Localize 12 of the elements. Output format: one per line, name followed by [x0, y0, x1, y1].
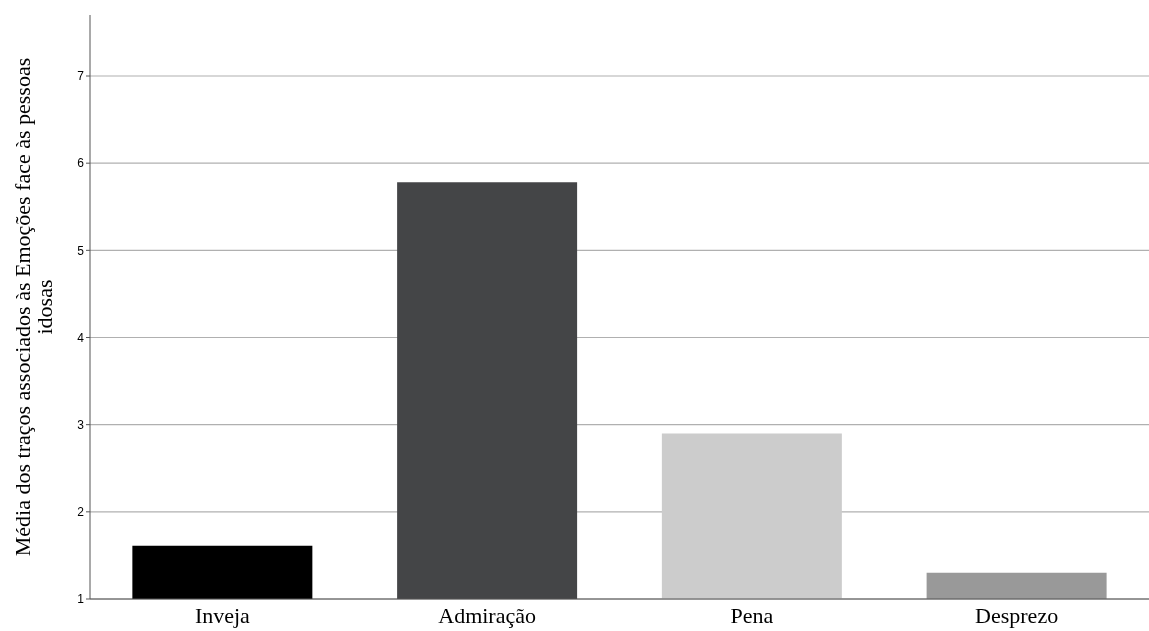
x-tick-label: Desprezo: [975, 602, 1059, 628]
y-axis-title: Média dos traços associados às Emoções face às pessoas idosas: [10, 57, 57, 557]
y-tick-label: 3: [77, 417, 85, 432]
x-tick-label: Admiração: [438, 602, 536, 628]
y-tick-label: 5: [77, 243, 85, 258]
y-tick-label: 4: [77, 330, 85, 345]
y-tick-label: 6: [77, 156, 85, 171]
y-tick-label: 1: [77, 592, 85, 607]
x-tick-label: Pena: [730, 602, 774, 628]
y-tick-label: 7: [77, 69, 85, 84]
y-tick-label: 2: [77, 505, 85, 520]
x-tick-label: Inveja: [194, 602, 251, 628]
